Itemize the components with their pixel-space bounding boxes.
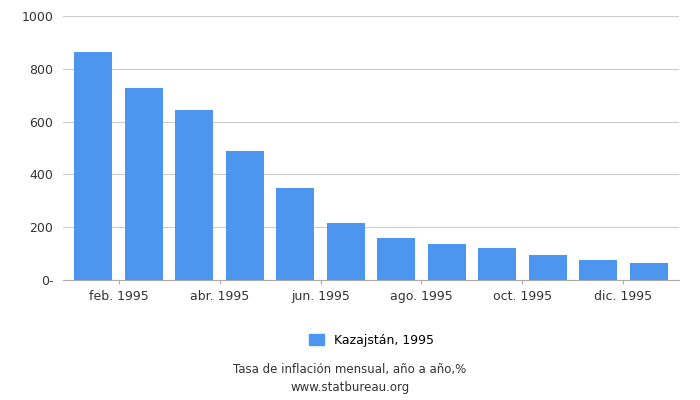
Bar: [226, 152, 264, 280]
Bar: [478, 248, 516, 280]
Bar: [74, 52, 112, 280]
Bar: [125, 88, 162, 280]
Bar: [377, 238, 415, 280]
Text: www.statbureau.org: www.statbureau.org: [290, 382, 410, 394]
Bar: [630, 263, 668, 280]
Bar: [327, 223, 365, 280]
Bar: [528, 255, 567, 280]
Legend: Kazajstán, 1995: Kazajstán, 1995: [309, 334, 433, 347]
Bar: [175, 110, 214, 280]
Bar: [276, 188, 314, 280]
Text: Tasa de inflación mensual, año a año,%: Tasa de inflación mensual, año a año,%: [233, 364, 467, 376]
Bar: [428, 244, 466, 280]
Bar: [580, 260, 617, 280]
